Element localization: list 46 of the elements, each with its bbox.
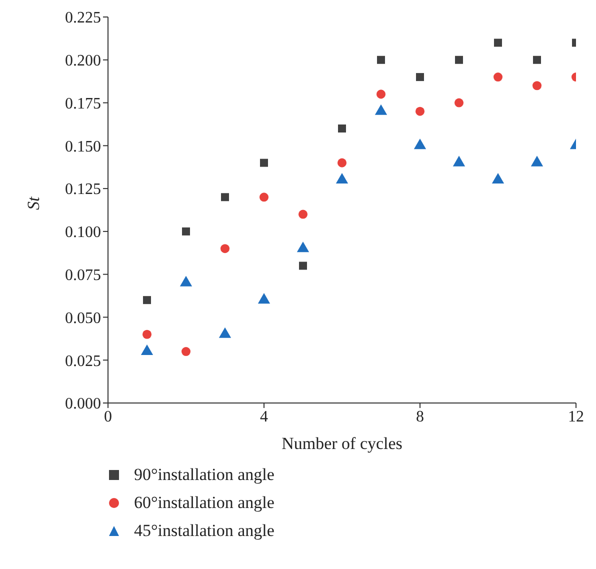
point	[181, 347, 191, 356]
point	[337, 158, 347, 168]
y-tick-label: 0.050	[65, 310, 101, 327]
x-tick-label: 8	[416, 408, 424, 426]
point	[220, 244, 230, 254]
point	[142, 330, 152, 339]
point	[377, 56, 385, 64]
point	[494, 38, 502, 47]
y-tick-label: 0.100	[65, 224, 101, 242]
x-tick-label: 0	[104, 408, 112, 426]
point	[180, 276, 192, 286]
point	[140, 344, 154, 356]
point	[182, 227, 190, 236]
point	[454, 98, 464, 108]
point	[338, 124, 346, 133]
legend-label: 45°installation angle	[134, 521, 274, 541]
point	[416, 73, 424, 82]
x-axis-title: Number of cycles	[282, 434, 402, 453]
point	[415, 106, 425, 116]
point	[259, 192, 269, 202]
y-tick-label: 0.200	[65, 52, 101, 70]
y-tick-label: 0.125	[65, 181, 101, 198]
y-axis-title: St	[24, 196, 44, 210]
y-tick-label: 0.175	[65, 95, 101, 112]
point	[493, 72, 503, 82]
legend-label: 60°installation angle	[134, 493, 274, 513]
point	[298, 210, 308, 219]
point	[260, 158, 268, 167]
y-tick-label: 0.225	[65, 10, 101, 27]
point	[299, 262, 307, 270]
point	[221, 193, 229, 202]
point	[533, 56, 541, 64]
y-tick-label: 0.025	[65, 352, 101, 370]
point	[143, 296, 151, 304]
point	[296, 242, 310, 252]
point	[532, 81, 542, 90]
point	[258, 293, 270, 304]
y-tick-label: 0.150	[65, 138, 101, 156]
x-tick-label: 12	[568, 408, 584, 426]
legend-label: 90°installation angle	[134, 465, 274, 485]
x-tick-label: 4	[260, 408, 268, 426]
point	[455, 56, 463, 64]
y-tick-label: 0.075	[65, 267, 101, 284]
y-tick-label: 0.000	[65, 396, 101, 413]
point	[376, 90, 386, 99]
point	[218, 327, 232, 338]
